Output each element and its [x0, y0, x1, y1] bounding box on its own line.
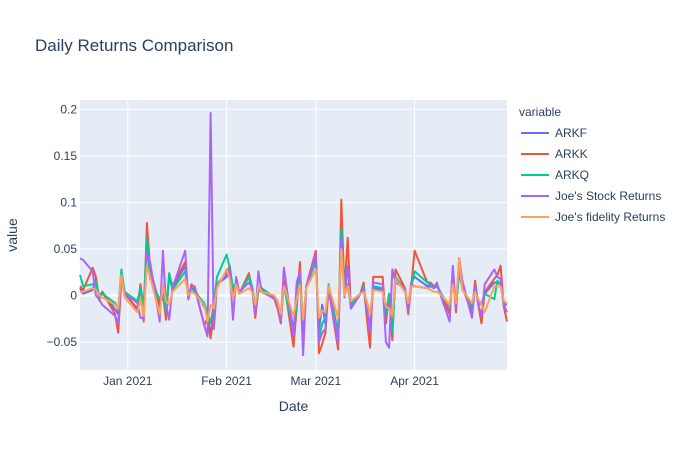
- y-tick-label: −0.05: [47, 335, 78, 349]
- x-tick-label: Feb 2021: [201, 374, 252, 388]
- x-tick-label: Mar 2021: [290, 374, 341, 388]
- x-axis-label: Date: [279, 398, 309, 414]
- legend-label: ARKF: [555, 126, 587, 140]
- legend-label: Joe's fidelity Returns: [555, 210, 665, 224]
- y-tick-labels: −0.05 0 0.05 0.1 0.15 0.2: [47, 102, 78, 349]
- legend-label: ARKK: [555, 147, 588, 161]
- y-tick-label: 0.1: [60, 195, 77, 209]
- x-tick-label: Jan 2021: [103, 374, 153, 388]
- legend-item-5[interactable]: Joe's fidelity Returns: [521, 210, 665, 224]
- x-tick-label: Apr 2021: [390, 374, 439, 388]
- y-gridlines: [80, 108, 507, 343]
- legend-item-3[interactable]: ARKQ: [521, 168, 589, 182]
- y-tick-label: 0.2: [60, 102, 77, 116]
- y-tick-label: 0.05: [54, 242, 78, 256]
- legend-item-2[interactable]: ARKK: [521, 147, 588, 161]
- series-line-5: [80, 248, 508, 323]
- legend-title: variable: [519, 105, 561, 119]
- y-tick-label: 0: [70, 289, 77, 303]
- legend-label: Joe's Stock Returns: [555, 189, 661, 203]
- legend-label: ARKQ: [555, 168, 589, 182]
- legend-item-4[interactable]: Joe's Stock Returns: [521, 189, 661, 203]
- legend: variable ARKF ARKK ARKQ Joe's Stock Returns…: [519, 105, 665, 224]
- chart-title: Daily Returns Comparison: [35, 36, 233, 55]
- y-tick-label: 0.15: [54, 149, 78, 163]
- series-layer: [79, 112, 508, 357]
- x-tick-labels: Jan 2021 Feb 2021 Mar 2021 Apr 2021: [103, 374, 439, 388]
- x-gridlines: [127, 100, 416, 370]
- legend-item-1[interactable]: ARKF: [521, 126, 587, 140]
- y-axis-label: value: [4, 218, 20, 252]
